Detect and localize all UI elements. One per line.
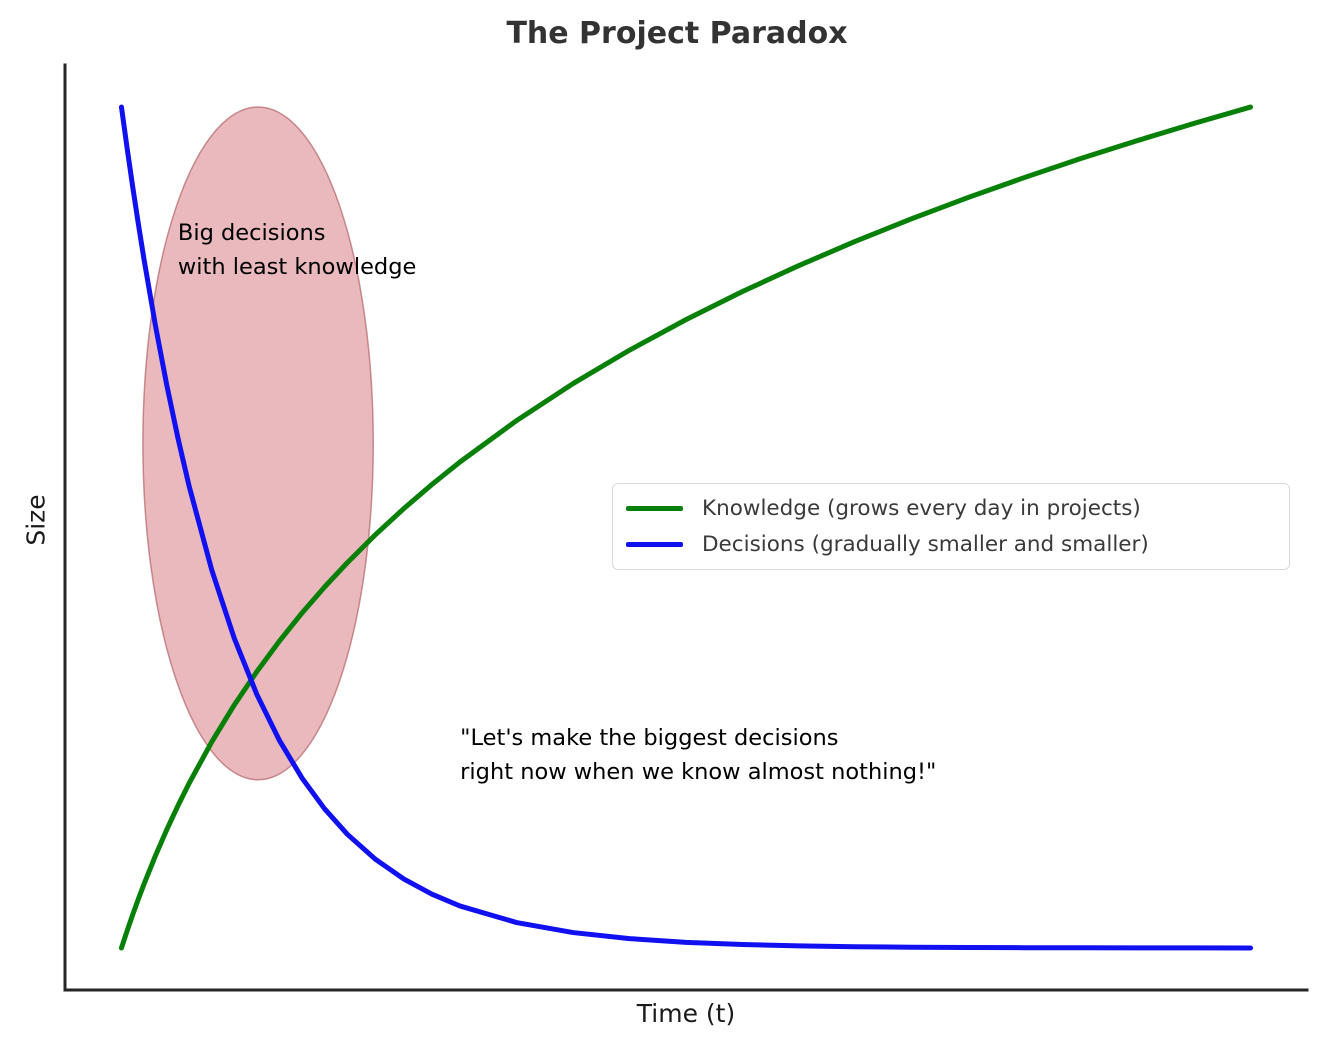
annotation-quote: "Let's make the biggest decisions right … (460, 724, 937, 785)
legend: Knowledge (grows every day in projects) … (612, 483, 1290, 570)
decisions-line-swatch (626, 542, 683, 548)
knowledge-curve (118, 104, 1254, 951)
annotation-big-decisions: Big decisions with least knowledge (177, 220, 417, 281)
x-axis-label: Time (t) (636, 999, 736, 1028)
legend-row-knowledge: Knowledge (grows every day in projects) (613, 496, 1289, 521)
y-axis-label: Size (21, 494, 51, 546)
axis-spines (63, 63, 1309, 992)
legend-label-knowledge: Knowledge (grows every day in projects) (702, 495, 1141, 521)
legend-label-decisions: Decisions (gradually smaller and smaller… (702, 532, 1149, 558)
legend-row-decisions: Decisions (gradually smaller and smaller… (613, 532, 1289, 557)
highlight-ellipse (142, 106, 374, 781)
knowledge-line-swatch (626, 505, 683, 511)
chart-title: The Project Paradox (506, 16, 848, 51)
decisions-curve (118, 104, 1254, 951)
